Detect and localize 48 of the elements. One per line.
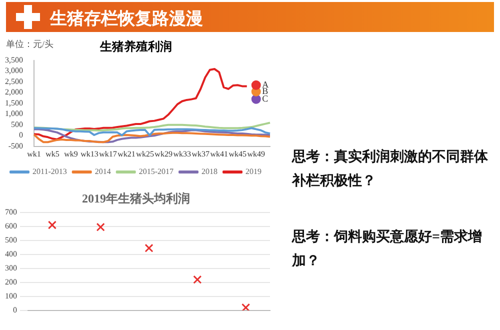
- y-tick-label: 0: [13, 305, 17, 314]
- y-tick-label: 1,000: [5, 109, 23, 118]
- legend-label: 2018: [202, 167, 218, 176]
- y-tick-label: 200: [5, 277, 17, 286]
- x-tick-label: wk17: [99, 149, 117, 158]
- x-tick-label: wk5: [46, 149, 60, 158]
- y-tick-label: 500: [5, 235, 17, 244]
- y-tick-label: 500: [11, 120, 23, 129]
- y-tick-label: 300: [5, 263, 17, 272]
- legend-label: 2015-2017: [138, 167, 174, 176]
- text: 思考：真实利润刺激的不同群体补栏积极性？: [292, 148, 489, 191]
- x-tick-label: wk45: [228, 149, 246, 158]
- x-tick-label: wk29: [154, 149, 172, 158]
- chart-title: 生猪养殖利润: [99, 39, 172, 54]
- y-tick-label: 1,500: [5, 98, 23, 108]
- y-tick-label: 0: [19, 130, 23, 140]
- x-tick-label: wk37: [192, 149, 210, 158]
- y-tick-label: 600: [5, 221, 17, 230]
- legend-label: 2014: [94, 167, 111, 176]
- x-tick-label: wk49: [247, 149, 266, 158]
- point: [144, 244, 154, 252]
- y-tick-label: 2,000: [5, 88, 23, 97]
- annotation: A: [262, 79, 270, 90]
- legend-label: 2011-2013: [32, 167, 67, 176]
- point: [242, 303, 250, 310]
- legend-label: 2019: [246, 167, 262, 176]
- x-tick-label: wk41: [210, 149, 228, 158]
- y-tick-label: 100: [5, 291, 17, 300]
- chart-title: 2019年生猪头均利润: [82, 191, 190, 206]
- y-axis-title: 单位：元/头: [6, 38, 54, 49]
- text: 思考：饲料购买意愿好=需求增加？: [292, 228, 483, 271]
- y-tick-label: 3,500: [5, 55, 23, 64]
- y-tick-label: 3,000: [5, 66, 23, 76]
- annotation: C: [262, 93, 268, 104]
- point: [96, 222, 105, 232]
- point: [193, 275, 202, 284]
- text: 生猪存栏恢复路漫漫: [50, 8, 203, 30]
- x-tick-label: wk1: [27, 149, 41, 158]
- y-tick-label: 700: [5, 207, 17, 216]
- y-tick-label: 400: [5, 249, 17, 258]
- point: [48, 220, 56, 230]
- x-tick-label: wk13: [80, 149, 98, 158]
- x-tick-label: wk33: [173, 149, 191, 158]
- y-tick-label: -500: [8, 141, 23, 150]
- x-tick-label: wk21: [118, 149, 136, 158]
- x-tick-label: wk9: [64, 149, 78, 158]
- y-tick-label: 2,500: [5, 76, 23, 86]
- x-tick-label: wk25: [136, 149, 154, 158]
